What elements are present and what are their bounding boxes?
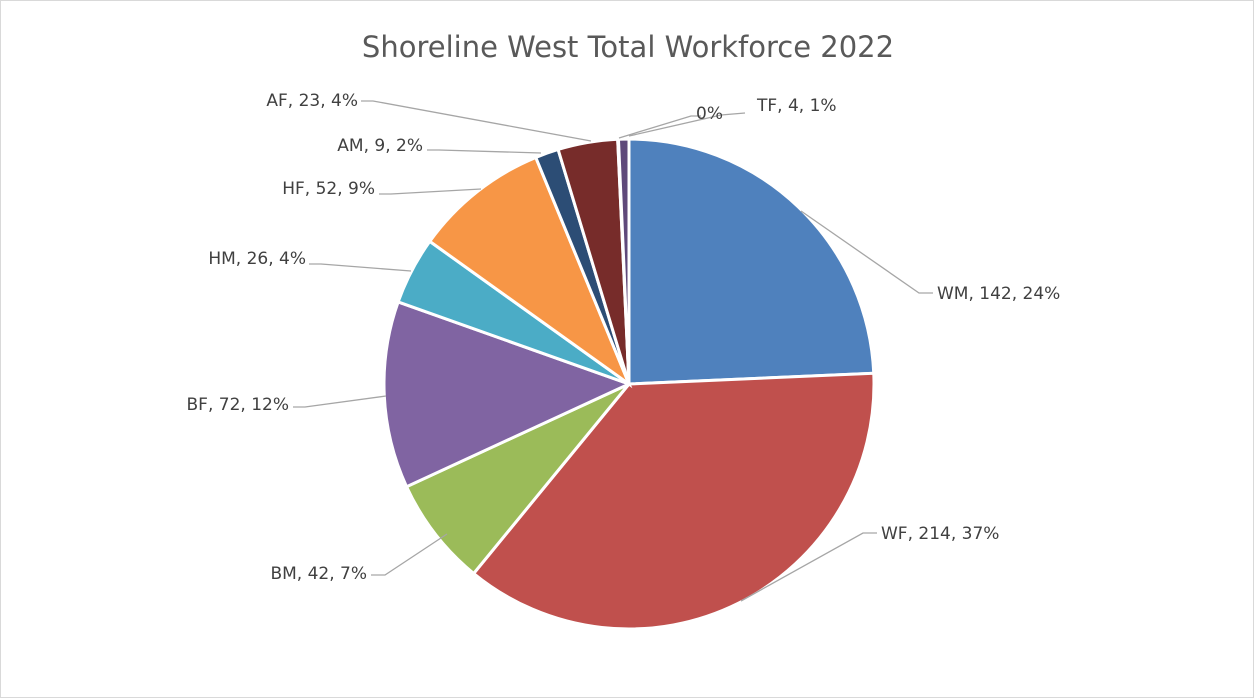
pie-slice-bf [382,299,633,489]
data-label: 0% [696,104,723,124]
data-label: BM, 42, 7% [270,564,367,584]
data-label: TF, 4, 1% [756,96,837,116]
leader-line [371,533,448,576]
pie-slices [382,137,876,631]
leader-line [361,100,592,142]
pie-slice-wf [471,371,876,631]
leader-line [379,188,482,195]
leader-lines [293,100,933,602]
leader-line [628,112,746,137]
data-label: HM, 26, 4% [208,249,306,269]
data-label: WM, 142, 24% [937,284,1060,304]
data-labels: WM, 142, 24% WF, 214, 37% BM, 42, 7% BF, 72… [187,91,1061,584]
data-label: AM, 9, 2% [337,136,423,156]
data-label: HF, 52, 9% [282,179,375,199]
leader-line [740,532,877,602]
pie-slice-bm [404,382,631,576]
pie-slice-tf [616,137,631,385]
pie-slice-hf [427,155,633,389]
leader-line [309,263,412,272]
leader-line [618,115,701,139]
data-label: WF, 214, 37% [881,524,999,544]
leader-line [427,149,542,154]
leader-line [293,395,387,408]
data-label: BF, 72, 12% [187,395,289,415]
leader-line [800,210,933,294]
pie-slice-wm [627,137,876,386]
data-label: AF, 23, 4% [266,91,358,111]
chart-title: Shoreline West Total Workforce 2022 [362,30,894,64]
